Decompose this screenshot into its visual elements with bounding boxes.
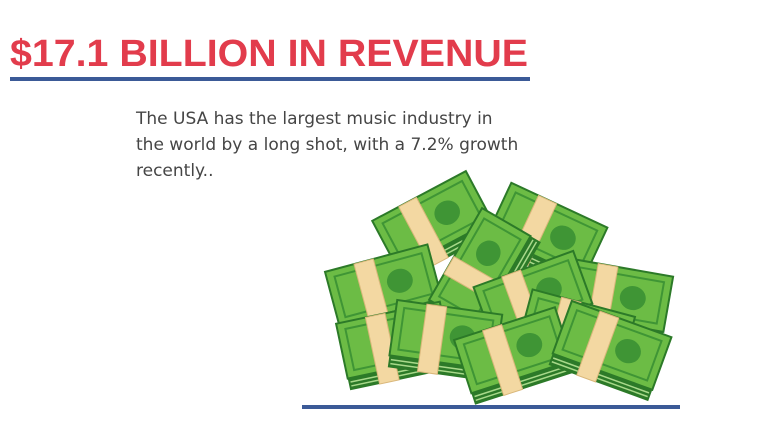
bottom-rule [302, 405, 680, 409]
title-underline [10, 77, 530, 81]
title: $17.1 BILLION IN REVENUE [10, 33, 528, 75]
body-text: the world by a long shot, with a 7.2% gr… [136, 135, 518, 155]
money-pile [325, 171, 673, 405]
body-text: The USA has the largest music industry i… [135, 109, 493, 129]
body-text: recently.. [136, 161, 214, 181]
